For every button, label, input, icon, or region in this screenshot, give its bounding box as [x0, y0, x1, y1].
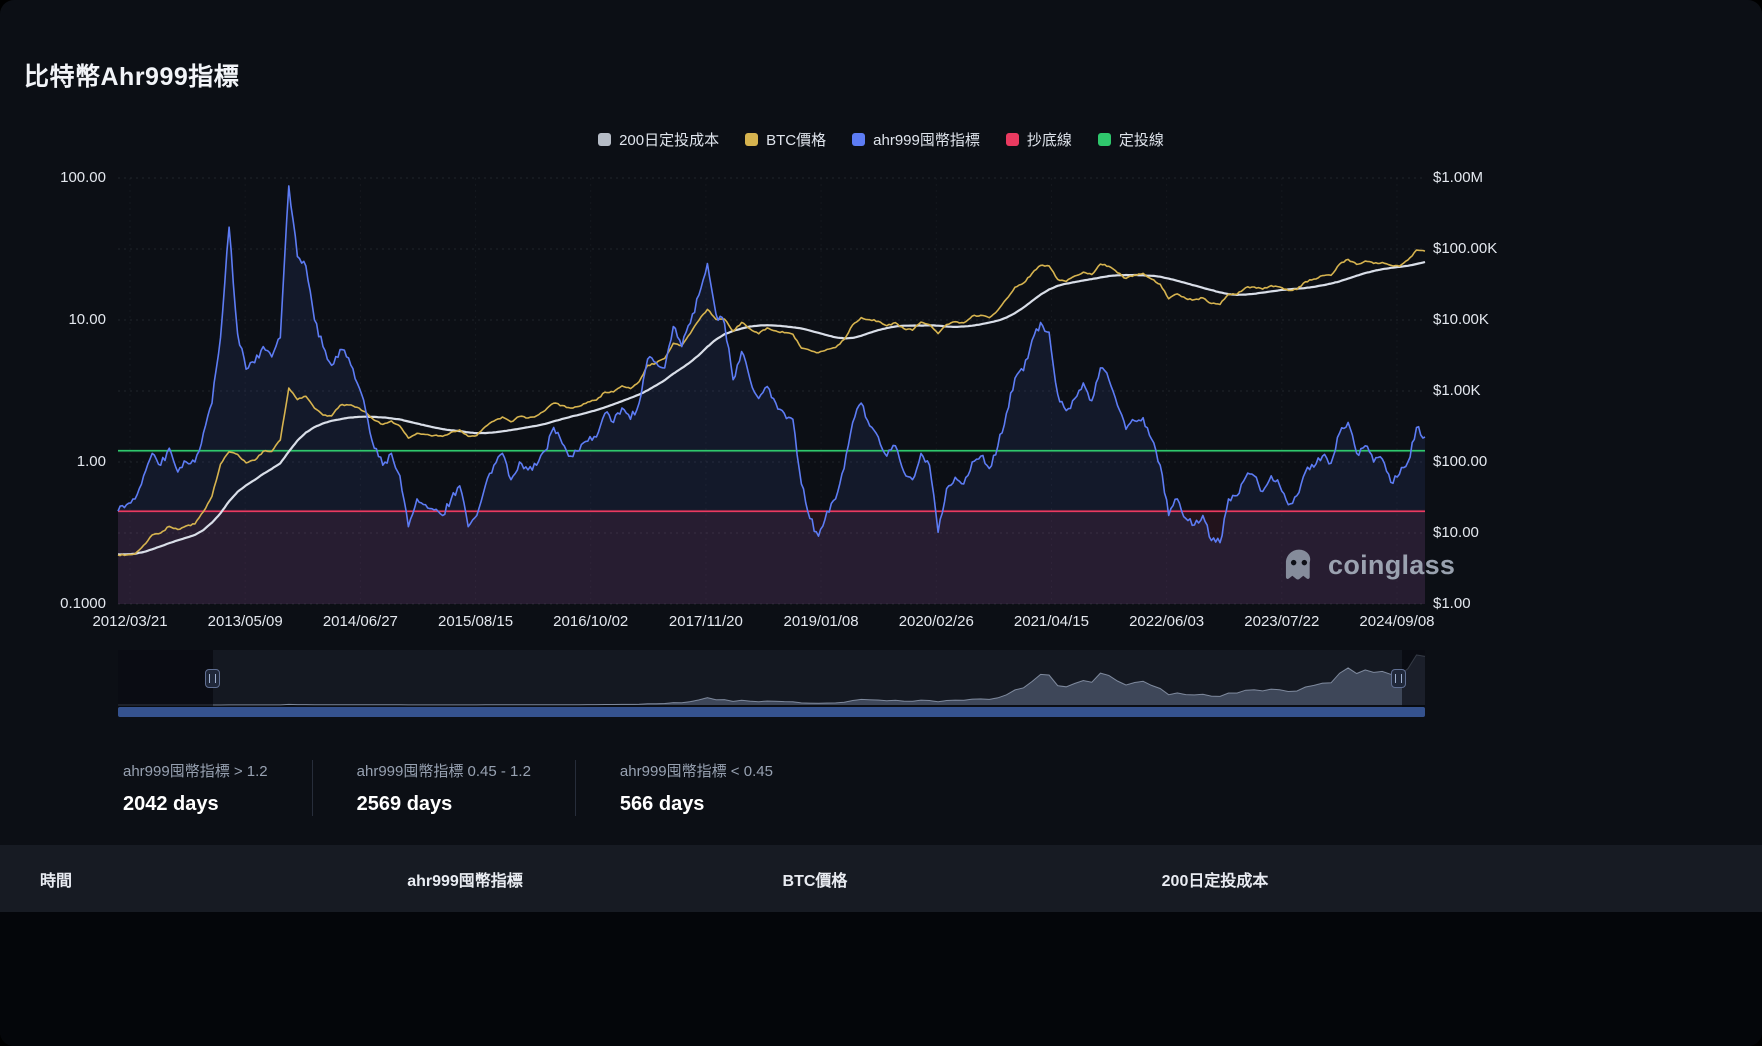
legend-swatch-red	[1005, 133, 1019, 146]
stat-label: ahr999囤幣指標 0.45 - 1.2	[356, 763, 531, 780]
table-header-btc-price: BTC價格	[782, 872, 848, 890]
legend-item-dca-cost[interactable]: 200日定投成本	[598, 129, 719, 150]
data-table-body	[0, 912, 1762, 1046]
ahr999-line	[117, 185, 1426, 544]
left-axis-tick: 10.00	[68, 311, 106, 328]
x-axis-tick: 2019/01/08	[783, 613, 859, 630]
table-header-time: 時間	[40, 872, 73, 890]
stats-row: ahr999囤幣指標 > 1.2 2042 days ahr999囤幣指標 0.…	[123, 760, 773, 816]
legend-label: 定投線	[1118, 132, 1164, 149]
stat-between-045-12: ahr999囤幣指標 0.45 - 1.2 2569 days	[311, 760, 531, 816]
x-axis-tick: 2013/05/09	[207, 613, 283, 630]
handle-grip-icon	[209, 674, 216, 683]
legend-swatch-blue	[852, 133, 866, 146]
right-axis-tick: $1.00M	[1433, 169, 1484, 186]
right-axis-tick: $10.00K	[1433, 311, 1489, 328]
legend-item-ahr999[interactable]: ahr999囤幣指標	[852, 129, 980, 150]
stat-below-045: ahr999囤幣指標 < 0.45 566 days	[574, 760, 773, 816]
stat-value: 2042 days	[123, 793, 219, 815]
stat-label: ahr999囤幣指標 < 0.45	[619, 763, 773, 780]
x-axis-tick: 2023/07/22	[1244, 613, 1320, 630]
legend-swatch-gray	[598, 133, 612, 146]
x-axis-tick: 2024/09/08	[1359, 613, 1435, 630]
legend-swatch-green	[1097, 133, 1111, 146]
navigator-mask-left	[118, 650, 213, 707]
stat-value: 2569 days	[356, 793, 453, 815]
legend-label: BTC價格	[766, 132, 827, 149]
right-axis-tick: $100.00K	[1433, 240, 1498, 257]
x-axis-tick: 2015/08/15	[437, 613, 514, 630]
legend-item-bottom-line[interactable]: 抄底線	[1005, 129, 1072, 150]
dca-cost-line	[117, 260, 1426, 556]
handle-grip-icon	[1395, 674, 1402, 683]
navigator-background	[118, 650, 1425, 705]
x-axis-tick: 2020/02/26	[898, 613, 974, 630]
x-axis-tick: 2016/10/02	[553, 613, 629, 630]
stat-value: 566 days	[619, 793, 705, 815]
stat-above-1-2: ahr999囤幣指標 > 1.2 2042 days	[123, 760, 268, 816]
chart-legend: 200日定投成本 BTC價格 ahr999囤幣指標 抄底線 定投線	[0, 129, 1762, 150]
right-axis-tick: $10.00	[1433, 524, 1479, 541]
table-header-ahr999: ahr999囤幣指標	[407, 872, 523, 890]
left-axis-tick: 1.00	[76, 453, 106, 470]
x-axis-tick: 2022/06/03	[1129, 613, 1205, 630]
navigator-handle-right[interactable]	[1391, 669, 1406, 688]
navigator-area	[118, 654, 1425, 705]
left-axis-tick: 100.00	[60, 169, 106, 186]
right-axis-tick: $1.00	[1433, 595, 1471, 612]
x-axis-tick: 2017/11/20	[668, 613, 743, 630]
legend-item-btc-price[interactable]: BTC價格	[745, 129, 826, 150]
navigator-selection	[213, 650, 1402, 705]
x-axis-tick: 2012/03/21	[92, 613, 168, 630]
navigator-mask-right	[1402, 650, 1425, 707]
navigator-handle-left[interactable]	[205, 669, 220, 688]
navigator-scrollbar[interactable]	[118, 707, 1425, 717]
navigator-line	[118, 654, 1426, 706]
legend-label: 抄底線	[1026, 132, 1072, 149]
right-axis-tick: $1.00K	[1433, 382, 1481, 399]
data-table-header: 時間 ahr999囤幣指標 BTC價格 200日定投成本	[0, 845, 1762, 912]
right-axis-tick: $100.00	[1433, 453, 1488, 470]
left-axis-tick: 0.1000	[60, 595, 106, 612]
table-header-dca-cost: 200日定投成本	[1161, 872, 1269, 890]
legend-label: 200日定投成本	[619, 132, 720, 149]
stat-label: ahr999囤幣指標 > 1.2	[123, 763, 268, 780]
legend-item-dca-line[interactable]: 定投線	[1097, 129, 1164, 150]
x-axis-tick: 2021/04/15	[1013, 613, 1089, 630]
page-title: 比特幣Ahr999指標	[24, 63, 240, 91]
btc-price-line	[117, 249, 1426, 557]
ahr999-area	[118, 185, 1425, 604]
x-axis-tick: 2014/06/27	[322, 613, 398, 630]
legend-swatch-yellow	[745, 133, 759, 146]
legend-label: ahr999囤幣指標	[873, 132, 980, 149]
